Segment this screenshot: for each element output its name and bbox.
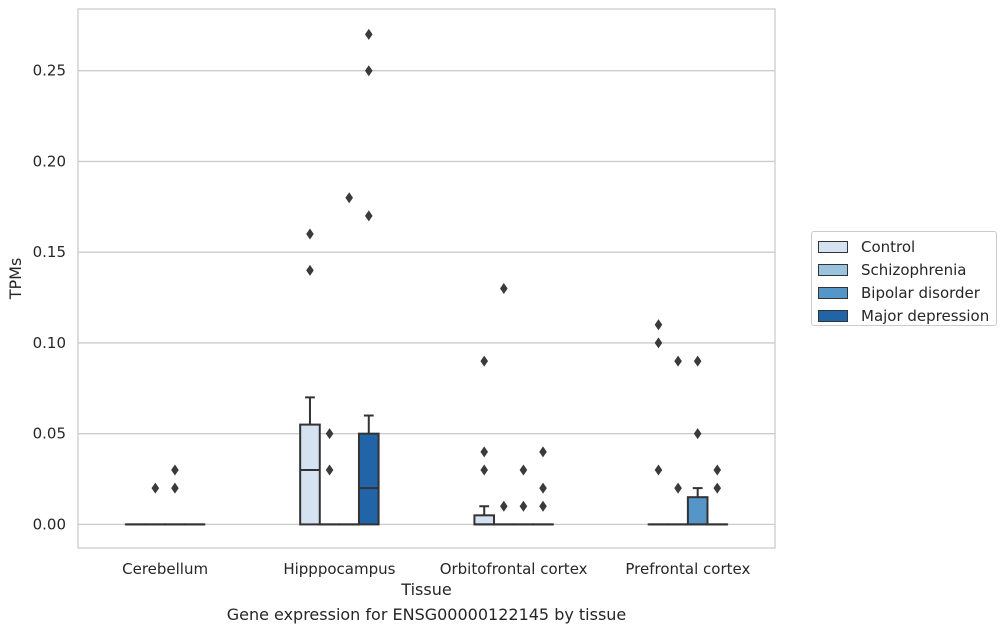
x-tick-label: Prefrontal cortex	[625, 560, 750, 578]
box-bipolar-disorder	[164, 464, 186, 526]
outlier-point	[674, 482, 682, 494]
outlier-point	[654, 464, 663, 476]
y-tick-label: 0.10	[33, 334, 66, 352]
chart-caption: Gene expression for ENSG00000122145 by t…	[226, 605, 627, 624]
box-schizophrenia	[667, 355, 689, 526]
outlier-point	[171, 482, 179, 494]
y-tick-label: 0.25	[33, 62, 66, 80]
legend-item: Schizophrenia	[818, 259, 996, 282]
outlier-point	[325, 428, 334, 440]
y-axis-ticks: 0.00 0.05 0.10 0.15 0.20 0.25	[33, 62, 66, 534]
outlier-point	[364, 28, 373, 40]
legend-label: Control	[861, 238, 916, 257]
legend-swatch	[818, 286, 848, 299]
x-tick-label: Cerebellum	[122, 560, 208, 578]
outlier-point	[171, 464, 179, 476]
legend-item: Major depression	[818, 304, 996, 327]
x-axis-label: Tissue	[400, 580, 451, 599]
box-marks	[124, 28, 729, 526]
outlier-point	[693, 355, 702, 367]
outlier-point	[364, 65, 373, 77]
legend-label: Schizophrenia	[861, 261, 967, 280]
legend-label: Major depression	[861, 306, 990, 325]
legend-swatch	[818, 309, 848, 322]
plot-area-frame	[77, 8, 776, 549]
x-tick-label: Hipppocampus	[283, 560, 395, 578]
outlier-point	[325, 464, 334, 476]
outlier-point	[519, 500, 528, 512]
legend-item: Bipolar disorder	[818, 282, 996, 305]
legend-swatch	[818, 241, 848, 254]
outlier-point	[306, 264, 314, 276]
legend: Control Schizophrenia Bipolar disorder Majo…	[811, 231, 997, 326]
outlier-point	[654, 319, 663, 331]
outlier-point	[539, 500, 547, 512]
legend-item: Control	[818, 236, 996, 259]
x-tick-label: Orbitofrontal cortex	[440, 560, 588, 578]
legend-swatch	[818, 264, 848, 277]
outlier-point	[674, 355, 682, 367]
outlier-point	[713, 482, 722, 494]
outlier-point	[500, 282, 508, 294]
box-body	[357, 432, 380, 526]
box-major-depression	[532, 446, 554, 526]
y-tick-label: 0.00	[33, 515, 66, 533]
outlier-point	[713, 464, 722, 476]
y-tick-label: 0.15	[33, 243, 66, 261]
outlier-point	[693, 428, 702, 440]
box-control	[473, 355, 496, 526]
box-schizophrenia	[144, 482, 167, 526]
x-axis-ticks: Cerebellum Hipppocampus Orbitofrontal cort…	[122, 560, 750, 578]
box-bipolar-disorder	[686, 355, 709, 526]
outlier-point	[364, 210, 373, 222]
box-bipolar-disorder	[512, 464, 535, 526]
y-axis-label: TPMs	[6, 258, 25, 301]
grid-lines	[78, 70, 775, 526]
box-schizophrenia	[318, 428, 341, 526]
outlier-point	[654, 337, 663, 349]
box-major-depression	[706, 464, 729, 526]
box-schizophrenia	[493, 282, 515, 526]
box-control	[647, 319, 670, 526]
outlier-point	[306, 228, 314, 240]
y-tick-label: 0.20	[33, 152, 66, 170]
outlier-point	[151, 482, 160, 494]
box-body	[299, 423, 321, 526]
outlier-point	[539, 446, 547, 458]
box-control	[299, 228, 321, 526]
outlier-point	[480, 446, 489, 458]
outlier-point	[539, 482, 547, 494]
legend-label: Bipolar disorder	[861, 283, 980, 302]
y-tick-label: 0.05	[33, 425, 66, 443]
outlier-point	[480, 464, 489, 476]
box-bipolar-disorder	[338, 192, 360, 526]
outlier-point	[480, 355, 489, 367]
outlier-point	[500, 500, 508, 512]
box-body	[473, 514, 496, 526]
outlier-point	[519, 464, 528, 476]
box-body	[686, 496, 709, 526]
outlier-point	[345, 192, 353, 204]
box-major-depression	[357, 28, 380, 526]
